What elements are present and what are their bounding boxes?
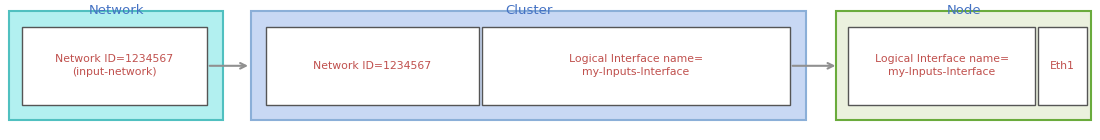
FancyBboxPatch shape bbox=[836, 11, 1091, 120]
FancyBboxPatch shape bbox=[266, 27, 478, 105]
FancyBboxPatch shape bbox=[1038, 27, 1087, 105]
Text: Node: Node bbox=[946, 4, 981, 17]
Text: Network: Network bbox=[88, 4, 144, 17]
FancyBboxPatch shape bbox=[22, 27, 207, 105]
Text: Logical Interface name=
my-Inputs-Interface: Logical Interface name= my-Inputs-Interf… bbox=[569, 54, 703, 77]
Text: Logical Interface name=
my-Inputs-Interface: Logical Interface name= my-Inputs-Interf… bbox=[874, 54, 1009, 77]
FancyBboxPatch shape bbox=[9, 11, 223, 120]
Text: Network ID=1234567: Network ID=1234567 bbox=[314, 61, 431, 71]
FancyBboxPatch shape bbox=[848, 27, 1035, 105]
Text: Cluster: Cluster bbox=[505, 4, 552, 17]
Text: Network ID=1234567
(input-network): Network ID=1234567 (input-network) bbox=[55, 54, 174, 77]
FancyBboxPatch shape bbox=[251, 11, 806, 120]
FancyBboxPatch shape bbox=[482, 27, 790, 105]
Text: Eth1: Eth1 bbox=[1050, 61, 1075, 71]
